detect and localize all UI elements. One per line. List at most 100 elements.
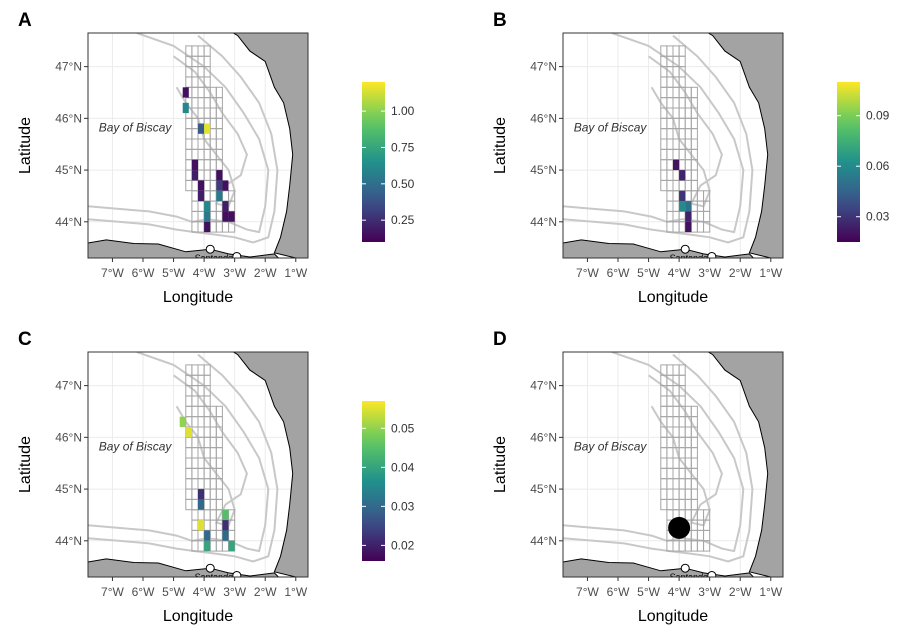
plot-border bbox=[87, 351, 309, 578]
data-cell bbox=[204, 530, 211, 541]
x-tick-label: 2°W bbox=[729, 585, 752, 599]
city-label: Santander bbox=[194, 253, 237, 263]
data-cell bbox=[679, 190, 686, 202]
y-tick-label: 44°N bbox=[530, 534, 557, 548]
city-marker bbox=[707, 251, 717, 258]
y-tick-label: 46°N bbox=[530, 111, 557, 125]
data-cell bbox=[222, 520, 229, 531]
x-tick-label: 3°W bbox=[698, 266, 721, 280]
survey-cell bbox=[215, 405, 223, 418]
data-cell bbox=[191, 170, 198, 181]
data-cells bbox=[673, 159, 692, 233]
x-tick-label: 5°W bbox=[637, 585, 660, 599]
x-tick-label: 3°W bbox=[698, 585, 721, 599]
y-tick-label: 46°N bbox=[55, 111, 82, 125]
y-tick-label: 44°N bbox=[55, 534, 82, 548]
y-tick-label: 45°N bbox=[530, 482, 557, 496]
x-axis-title: Longitude bbox=[638, 289, 708, 306]
x-tick-label: 5°W bbox=[162, 585, 185, 599]
place-label: Bay of Biscay bbox=[99, 439, 173, 453]
data-cell bbox=[216, 180, 223, 191]
survey-cell bbox=[228, 190, 236, 202]
data-cell bbox=[222, 180, 229, 191]
x-tick-label: 6°W bbox=[607, 266, 630, 280]
data-cell bbox=[198, 489, 205, 500]
data-cell bbox=[198, 190, 205, 202]
x-tick-label: 1°W bbox=[284, 266, 307, 280]
x-tick-label: 1°W bbox=[759, 266, 782, 280]
x-tick-label: 5°W bbox=[162, 266, 185, 280]
colorbar-label: 1.00 bbox=[391, 104, 415, 118]
x-axis-title: Longitude bbox=[638, 608, 708, 625]
panel-letter: D bbox=[493, 329, 507, 350]
city-marker bbox=[232, 251, 242, 258]
x-tick-label: 7°W bbox=[101, 585, 124, 599]
colorbar-label: 0.75 bbox=[391, 140, 415, 154]
x-tick-label: 2°W bbox=[729, 266, 752, 280]
panel-letter: C bbox=[18, 329, 32, 350]
city-marker bbox=[205, 563, 215, 573]
data-cell bbox=[228, 211, 235, 222]
data-cell bbox=[191, 159, 198, 170]
data-cell bbox=[198, 520, 205, 531]
x-tick-label: 2°W bbox=[254, 585, 277, 599]
land-france bbox=[232, 33, 308, 258]
data-cell bbox=[204, 221, 211, 233]
data-cell bbox=[685, 211, 692, 222]
survey-cell bbox=[690, 405, 698, 418]
colorbar-label: 0.04 bbox=[391, 460, 415, 474]
data-cell bbox=[679, 170, 686, 181]
city-marker bbox=[707, 570, 717, 577]
colorbar: 0.09 0.06 0.03 bbox=[837, 82, 890, 242]
y-tick-label: 47°N bbox=[530, 379, 557, 393]
y-tick-label: 44°N bbox=[530, 215, 557, 229]
x-tick-label: 6°W bbox=[607, 585, 630, 599]
x-tick-label: 4°W bbox=[193, 585, 216, 599]
plot-border bbox=[562, 32, 784, 259]
x-tick-label: 7°W bbox=[101, 266, 124, 280]
land-france bbox=[232, 352, 308, 577]
x-tick-label: 2°W bbox=[254, 266, 277, 280]
data-cell bbox=[222, 509, 229, 521]
colorbar-label: 0.03 bbox=[866, 210, 890, 224]
y-tick-label: 45°N bbox=[55, 482, 82, 496]
data-cell bbox=[685, 201, 692, 212]
y-tick-label: 44°N bbox=[55, 215, 82, 229]
panel-letter: B bbox=[493, 10, 507, 31]
colorbar-gradient bbox=[362, 82, 385, 242]
land-france bbox=[707, 352, 783, 577]
depth-contour bbox=[88, 352, 270, 553]
colorbar-label: 0.03 bbox=[391, 499, 415, 513]
land-spain bbox=[563, 239, 755, 258]
x-axis-title: Longitude bbox=[163, 608, 233, 625]
depth-contour bbox=[563, 33, 745, 234]
survey-cell bbox=[703, 509, 711, 521]
land-spain bbox=[88, 558, 280, 577]
city-marker bbox=[232, 570, 242, 577]
x-tick-label: 4°W bbox=[668, 266, 691, 280]
data-cell bbox=[204, 540, 211, 552]
survey-cell bbox=[215, 86, 223, 99]
colorbar-label: 0.02 bbox=[391, 538, 415, 552]
city-marker bbox=[205, 244, 215, 254]
y-axis-title: Latitude bbox=[17, 117, 34, 174]
data-cell bbox=[198, 180, 205, 191]
data-cell bbox=[216, 190, 223, 202]
depth-contour bbox=[88, 34, 279, 244]
data-cell bbox=[182, 87, 189, 98]
colorbar: 1.00 0.75 0.50 0.25 bbox=[362, 82, 415, 242]
y-axis-title: Latitude bbox=[17, 436, 34, 493]
location-point bbox=[668, 516, 691, 539]
colorbar-gradient bbox=[837, 82, 860, 242]
survey-cell bbox=[678, 364, 686, 376]
data-cells bbox=[182, 87, 235, 233]
place-label: Bay of Biscay bbox=[574, 120, 648, 134]
data-cells bbox=[179, 416, 235, 552]
data-cell bbox=[685, 221, 692, 233]
city-label: Santander bbox=[669, 253, 712, 263]
